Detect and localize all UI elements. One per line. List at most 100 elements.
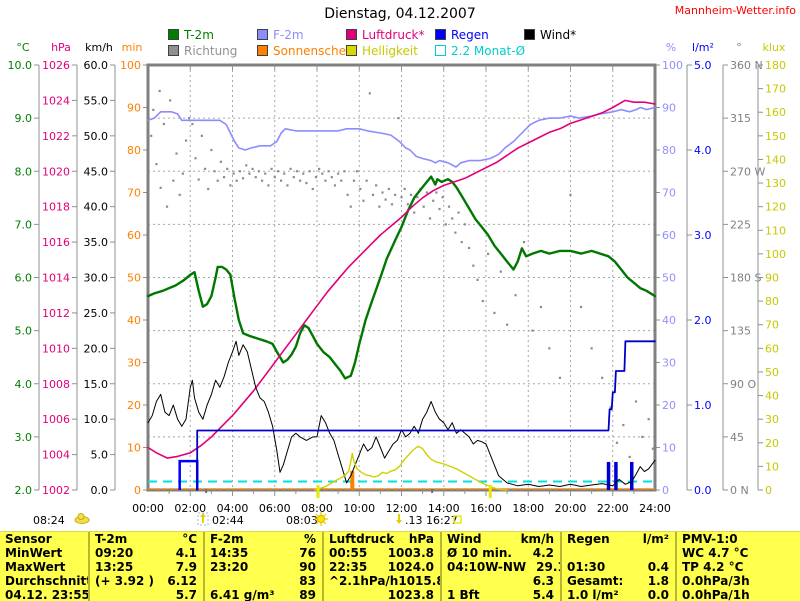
svg-text:40: 40 bbox=[662, 314, 676, 327]
series-luftdruck bbox=[147, 99, 656, 459]
svg-text:9.0: 9.0 bbox=[15, 112, 33, 125]
svg-text:1008: 1008 bbox=[42, 378, 70, 391]
table-cell: 0.0hPa/3h bbox=[675, 574, 800, 588]
legend-swatch-icon bbox=[257, 29, 268, 40]
legend-swatch-icon bbox=[168, 29, 179, 40]
svg-text:40: 40 bbox=[127, 314, 141, 327]
gridlines bbox=[148, 65, 655, 490]
svg-text:10.0: 10.0 bbox=[8, 59, 33, 72]
legend-label: Richtung bbox=[184, 44, 238, 58]
svg-text:5.0: 5.0 bbox=[694, 59, 712, 72]
svg-text:100: 100 bbox=[120, 59, 141, 72]
legend-item-wind-: Wind* bbox=[524, 29, 576, 41]
site-link[interactable]: Mannheim-Wetter.info bbox=[674, 4, 796, 17]
svg-text:08:00: 08:00 bbox=[301, 502, 333, 515]
legend-item-2-2-monat-: 2.2 Monat-Ø bbox=[435, 45, 525, 57]
table-cell: 13:25 7.9 bbox=[88, 560, 203, 574]
svg-text:min: min bbox=[122, 41, 143, 54]
legend-swatch-icon bbox=[346, 29, 357, 40]
svg-text:3.0: 3.0 bbox=[694, 229, 712, 242]
table-cell: 83 bbox=[203, 574, 322, 588]
table-cell: 14:35 76 bbox=[203, 546, 322, 560]
legend-label: Wind* bbox=[540, 28, 577, 42]
svg-text:70: 70 bbox=[662, 187, 676, 200]
table-row: Durchschnitt (+ 3.92 ) 6.12 83 ^2.1hPa/h 1015… bbox=[0, 574, 800, 588]
svg-text:30: 30 bbox=[662, 357, 676, 370]
svg-text:l/m²: l/m² bbox=[692, 41, 714, 54]
legend-swatch-icon bbox=[435, 45, 446, 56]
table-cell: (+ 3.92 ) 6.12 bbox=[88, 574, 203, 588]
svg-text:80: 80 bbox=[662, 144, 676, 157]
svg-text:0: 0 bbox=[134, 484, 141, 497]
svg-text:km/h: km/h bbox=[85, 41, 113, 54]
svg-text:80: 80 bbox=[127, 144, 141, 157]
table-cell: 04.12. 23:55 bbox=[5, 588, 88, 601]
svg-text:1010: 1010 bbox=[42, 342, 70, 355]
table-cell: WC 4.7 °C bbox=[675, 546, 800, 560]
svg-text:4.0: 4.0 bbox=[694, 144, 712, 157]
svg-text:35.0: 35.0 bbox=[84, 236, 109, 249]
legend-swatch-icon bbox=[168, 45, 179, 56]
legend-label: T-2m bbox=[184, 28, 214, 42]
table-cell: 5.7 bbox=[88, 588, 203, 601]
svg-text:55.0: 55.0 bbox=[84, 94, 109, 107]
legend-label: Luftdruck* bbox=[362, 28, 425, 42]
svg-text:50.0: 50.0 bbox=[84, 130, 109, 143]
svg-text:8.0: 8.0 bbox=[15, 165, 33, 178]
svg-text:40: 40 bbox=[765, 390, 779, 403]
sun-icon bbox=[314, 512, 328, 526]
svg-text:60: 60 bbox=[127, 229, 141, 242]
table-cell bbox=[560, 546, 675, 560]
svg-text:360 N: 360 N bbox=[730, 59, 763, 72]
svg-text:1014: 1014 bbox=[42, 272, 70, 285]
svg-text:45.0: 45.0 bbox=[84, 165, 109, 178]
legend-item-luftdruck-: Luftdruck* bbox=[346, 29, 425, 41]
svg-text:90 O: 90 O bbox=[730, 378, 756, 391]
legend-item-f-2m: F-2m bbox=[257, 29, 304, 41]
svg-text:70: 70 bbox=[765, 319, 779, 332]
legend-label: Sonnenschein bbox=[273, 44, 357, 58]
table-cell: Ø 10 min. 4.2 bbox=[440, 546, 560, 560]
svg-text:20: 20 bbox=[765, 437, 779, 450]
svg-text:180 S: 180 S bbox=[730, 272, 761, 285]
table-cell: PMV-1:0 bbox=[675, 532, 800, 546]
svg-text:°: ° bbox=[736, 41, 742, 54]
svg-text:20: 20 bbox=[662, 399, 676, 412]
table-cell: Gesamt: 1.8 bbox=[560, 574, 675, 588]
svg-text:°C: °C bbox=[16, 41, 30, 54]
svg-text:1022: 1022 bbox=[42, 130, 70, 143]
table-cell: 1023.8 bbox=[322, 588, 440, 601]
cloud-icon bbox=[74, 513, 90, 524]
legend-swatch-icon bbox=[524, 29, 535, 40]
weather-chart: °C10.09.08.07.06.05.04.03.02.0hPa1026102… bbox=[8, 41, 787, 527]
series-helligkeit bbox=[314, 445, 508, 491]
svg-text:0 N: 0 N bbox=[730, 484, 749, 497]
page-title: Dienstag, 04.12.2007 bbox=[324, 6, 476, 22]
svg-text:06:00: 06:00 bbox=[259, 502, 291, 515]
table-cell: 01:30 0.4 bbox=[560, 560, 675, 574]
svg-text:60: 60 bbox=[662, 229, 676, 242]
svg-text:3.0: 3.0 bbox=[15, 431, 33, 444]
svg-text:135: 135 bbox=[730, 325, 751, 338]
svg-text:140: 140 bbox=[765, 153, 786, 166]
plot-frame: 00:00 02:00 04:00 06:00 08:00 10:00 12:00 14:00… bbox=[132, 63, 671, 515]
series-f-2m bbox=[147, 106, 656, 168]
svg-text:7.0: 7.0 bbox=[15, 218, 33, 231]
table-cell: 6.3 bbox=[440, 574, 560, 588]
table-cell: TP 4.2 °C bbox=[675, 560, 800, 574]
svg-text:50: 50 bbox=[127, 272, 141, 285]
table-header-row: Sensor T-2m °C F-2m% Luftdruck hPa Wind km/h Reg… bbox=[0, 532, 800, 546]
table-cell: F-2m% bbox=[203, 532, 322, 546]
legend-item-helligkeit: Helligkeit bbox=[346, 45, 418, 57]
svg-text:225: 225 bbox=[730, 218, 751, 231]
svg-text:24:00: 24:00 bbox=[639, 502, 671, 515]
legend-item-t-2m: T-2m bbox=[168, 29, 214, 41]
series-sonnenschein bbox=[148, 470, 655, 490]
axes: °C10.09.08.07.06.05.04.03.02.0hPa1026102… bbox=[8, 41, 787, 497]
svg-text:0.0: 0.0 bbox=[694, 484, 712, 497]
svg-text:6.0: 6.0 bbox=[15, 272, 33, 285]
legend-label: F-2m bbox=[273, 28, 304, 42]
svg-text:18:00: 18:00 bbox=[512, 502, 544, 515]
